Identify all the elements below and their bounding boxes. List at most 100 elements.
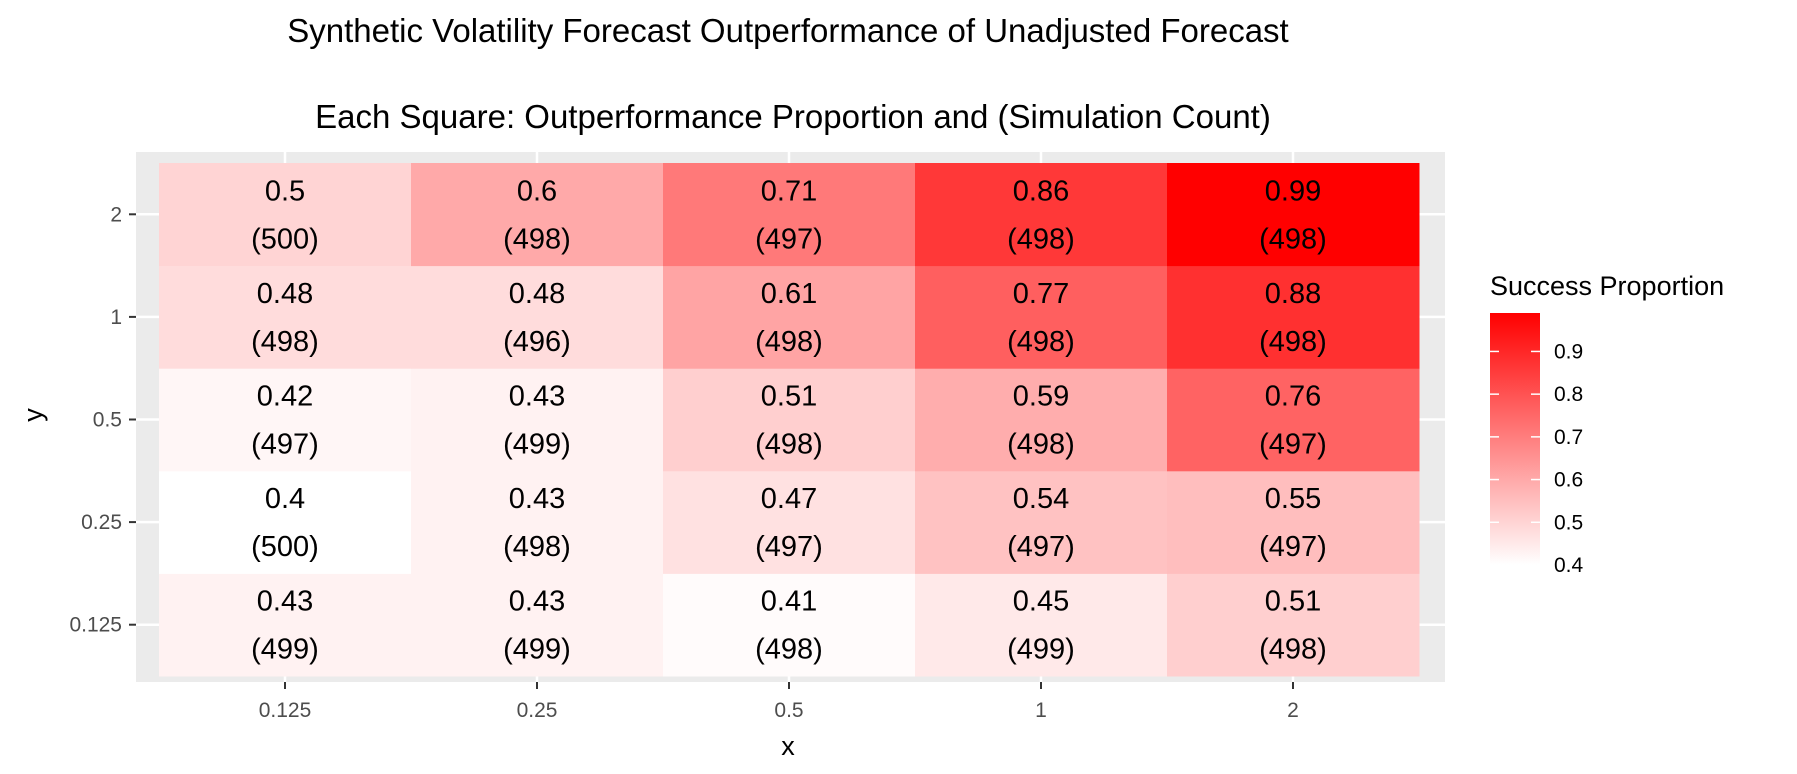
cell-count-label: (498) [503,531,571,563]
heatmap-cell [915,470,1168,574]
cell-value-label: 0.5 [265,175,305,207]
cell-value-label: 0.86 [1013,175,1069,207]
cell-count-label: (500) [251,531,319,563]
chart-title: Synthetic Volatility Forecast Outperform… [287,12,1288,49]
heatmap-cell [411,163,664,267]
cell-value-label: 0.55 [1265,483,1321,515]
cell-count-label: (499) [503,429,571,461]
legend-title: Success Proportion [1490,271,1724,301]
cell-value-label: 0.43 [509,586,565,618]
legend-tick-label: 0.6 [1554,469,1583,492]
cell-value-label: 0.71 [761,175,817,207]
heatmap-cell [915,368,1168,472]
cell-count-label: (499) [251,634,319,666]
color-legend: Success Proportion 0.4 0.5 0.6 0.7 0.8 0.9 [1490,271,1724,577]
heatmap-cell [159,368,412,472]
heatmap-cell [915,163,1168,267]
legend-tick-label: 0.9 [1554,340,1583,363]
legend-tick-label: 0.7 [1554,426,1583,449]
y-axis: 0.125 0.25 0.5 1 2 [69,203,136,637]
heatmap-cell [411,265,664,369]
y-tick-label: 1 [110,306,122,329]
cell-count-label: (498) [1007,429,1075,461]
cell-count-label: (498) [503,223,571,255]
heatmap-cell [1167,573,1420,677]
chart-subtitle: Each Square: Outperformance Proportion a… [315,98,1271,135]
cell-value-label: 0.54 [1013,483,1069,515]
cell-value-label: 0.48 [257,278,313,310]
cell-count-label: (496) [503,326,571,358]
cell-value-label: 0.48 [509,278,565,310]
cell-count-label: (498) [1007,223,1075,255]
cell-value-label: 0.77 [1013,278,1069,310]
cell-value-label: 0.99 [1265,175,1321,207]
x-tick-label: 2 [1287,699,1299,722]
heatmap-cell [411,368,664,472]
cell-count-label: (497) [755,531,823,563]
heatmap-cell [1167,163,1420,267]
x-axis-title: x [781,731,795,761]
cell-value-label: 0.43 [509,483,565,515]
cell-value-label: 0.43 [257,586,313,618]
heatmap-cells [159,163,1420,677]
cell-value-label: 0.59 [1013,381,1069,413]
cell-count-label: (498) [755,634,823,666]
y-axis-title: y [18,408,48,422]
legend-tick-label: 0.4 [1554,554,1584,577]
cell-count-label: (497) [1259,531,1327,563]
x-tick-label: 0.5 [774,699,803,722]
cell-count-label: (497) [251,429,319,461]
heatmap-cell [1167,470,1420,574]
heatmap-cell [663,265,916,369]
cell-count-label: (497) [755,223,823,255]
heatmap-cell [1167,368,1420,472]
cell-count-label: (499) [1007,634,1075,666]
heatmap-cell [915,265,1168,369]
legend-tick-label: 0.8 [1554,383,1583,406]
cell-value-label: 0.47 [761,483,817,515]
heatmap-cell [663,368,916,472]
cell-labels: 0.43 (499) 0.43 (499) 0.41 (498) 0.45 (499) 0.51… [251,175,1327,665]
cell-value-label: 0.42 [257,381,313,413]
cell-count-label: (500) [251,223,319,255]
y-tick-label: 0.25 [81,511,122,534]
x-tick-label: 1 [1035,699,1047,722]
heatmap-cell [663,573,916,677]
heatmap-cell [159,470,412,574]
cell-count-label: (498) [1259,634,1327,666]
heatmap-cell [411,470,664,574]
cell-count-label: (498) [1259,223,1327,255]
heatmap-cell [159,163,412,267]
y-tick-label: 0.5 [93,409,122,432]
cell-value-label: 0.51 [1265,586,1321,618]
heatmap-cell [411,573,664,677]
cell-value-label: 0.6 [517,175,557,207]
cell-count-label: (498) [755,429,823,461]
cell-value-label: 0.4 [265,483,305,515]
cell-value-label: 0.51 [761,381,817,413]
x-axis: 0.125 0.25 0.5 1 2 [259,682,1299,722]
cell-value-label: 0.61 [761,278,817,310]
cell-count-label: (498) [251,326,319,358]
cell-count-label: (498) [1007,326,1075,358]
cell-count-label: (498) [1259,326,1327,358]
cell-count-label: (497) [1007,531,1075,563]
heatmap-cell [1167,265,1420,369]
legend-tick-label: 0.5 [1554,511,1583,534]
cell-value-label: 0.41 [761,586,817,618]
cell-value-label: 0.43 [509,381,565,413]
cell-count-label: (497) [1259,429,1327,461]
cell-value-label: 0.45 [1013,586,1069,618]
y-tick-label: 0.125 [69,614,122,637]
heatmap-cell [663,163,916,267]
x-tick-label: 0.25 [517,699,558,722]
cell-count-label: (499) [503,634,571,666]
heatmap-cell [159,573,412,677]
y-tick-label: 2 [110,203,122,226]
heatmap-cell [159,265,412,369]
cell-value-label: 0.88 [1265,278,1321,310]
cell-value-label: 0.76 [1265,381,1321,413]
heatmap-cell [915,573,1168,677]
cell-count-label: (498) [755,326,823,358]
